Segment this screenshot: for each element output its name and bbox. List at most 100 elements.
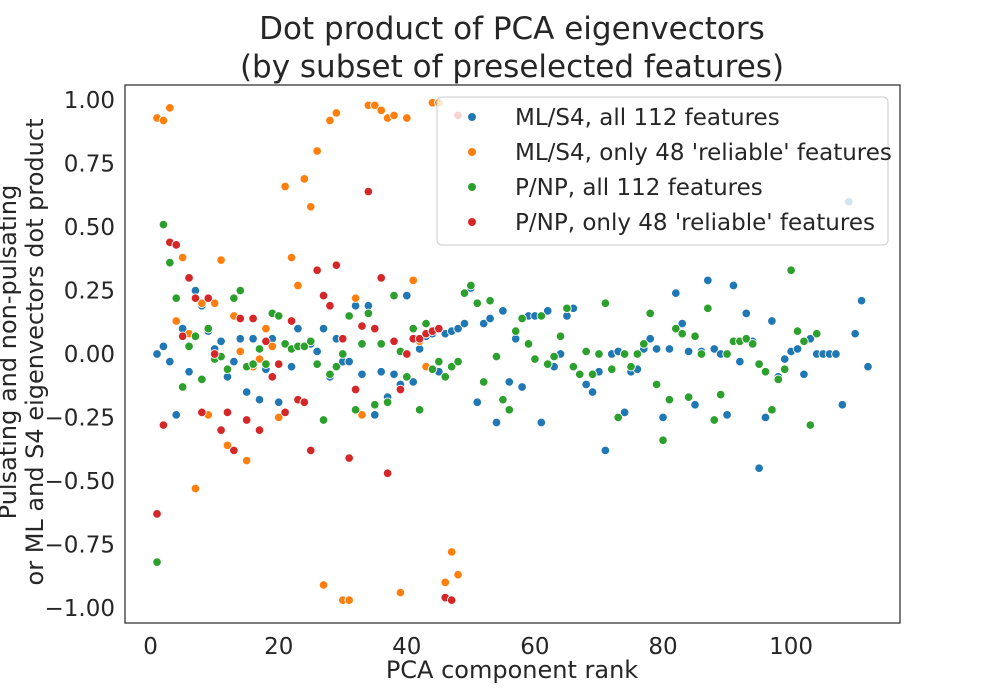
data-point-series-1 [216, 255, 226, 265]
data-point-series-3 [177, 331, 188, 341]
data-point-series-3 [357, 321, 367, 331]
data-point-series-0 [709, 344, 720, 354]
data-point-series-0 [453, 323, 463, 334]
data-point-series-0 [863, 361, 873, 372]
data-point-series-2 [165, 257, 175, 268]
y-axis-ticks: 1.00 0.75 0.50 0.25 0.00 −0.25 −0.50 −0.75 −1.00 [45, 88, 115, 622]
data-point-series-3 [402, 349, 412, 359]
data-point-series-0 [767, 316, 777, 326]
data-point-series-1 [312, 146, 322, 156]
data-point-series-2 [626, 361, 636, 372]
data-point-series-0 [158, 341, 169, 352]
data-point-series-2 [581, 346, 591, 357]
data-point-series-1 [408, 275, 418, 286]
legend-marker-ml-s4-reliable [468, 148, 476, 156]
data-point-series-2 [197, 374, 207, 385]
data-point-series-2 [446, 361, 457, 372]
x-axis-ticks: 0 20 40 60 80 100 [143, 634, 813, 660]
data-point-series-2 [722, 349, 732, 359]
data-point-series-2 [254, 344, 265, 354]
data-point-series-3 [363, 186, 374, 197]
data-point-series-0 [376, 367, 386, 377]
legend-marker-pnp-all [468, 183, 476, 191]
data-point-series-1 [299, 174, 310, 184]
data-point-series-0 [728, 280, 739, 291]
x-tick-label: 80 [648, 634, 677, 660]
data-point-series-1 [222, 440, 233, 451]
data-point-series-0 [792, 344, 803, 354]
data-point-series-0 [402, 290, 412, 301]
y-tick-label: 0.75 [64, 152, 115, 178]
data-point-series-3 [216, 425, 226, 435]
data-point-series-2 [158, 219, 169, 230]
data-point-series-0 [542, 306, 553, 316]
data-point-series-0 [344, 356, 354, 367]
data-point-series-3 [197, 407, 207, 418]
data-point-series-2 [235, 285, 246, 296]
data-point-series-3 [267, 372, 278, 382]
data-point-series-2 [613, 412, 623, 423]
data-point-series-3 [254, 425, 265, 435]
data-point-series-2 [683, 392, 694, 402]
data-point-series-2 [715, 389, 726, 400]
data-point-series-1 [350, 293, 361, 303]
data-point-series-3 [344, 453, 354, 463]
data-point-series-2 [811, 328, 822, 339]
data-point-series-1 [190, 483, 201, 494]
data-point-series-0 [683, 346, 694, 357]
data-point-series-2 [478, 377, 489, 387]
data-point-series-0 [370, 410, 380, 420]
data-point-series-1 [453, 570, 463, 580]
data-point-series-0 [357, 369, 367, 380]
data-point-series-3 [305, 445, 316, 456]
data-point-series-0 [837, 400, 848, 410]
data-point-series-2 [517, 313, 527, 324]
data-point-series-2 [370, 400, 380, 410]
data-point-series-3 [331, 260, 342, 270]
data-point-series-2 [664, 394, 675, 405]
data-point-series-1 [446, 547, 457, 557]
data-point-series-2 [530, 354, 540, 364]
points-layer [152, 98, 873, 605]
x-tick-label: 100 [769, 634, 813, 660]
data-point-series-2 [222, 364, 233, 374]
data-point-series-0 [229, 356, 239, 367]
data-point-series-2 [466, 280, 476, 291]
data-point-series-3 [241, 415, 252, 425]
data-point-series-1 [440, 577, 450, 588]
data-point-series-2 [671, 323, 681, 334]
data-point-series-2 [709, 415, 720, 425]
data-point-series-0 [856, 295, 867, 306]
data-point-series-0 [587, 387, 598, 397]
x-tick-label: 20 [264, 634, 293, 660]
data-point-series-2 [171, 293, 181, 303]
data-point-series-2 [331, 361, 342, 372]
data-point-series-0 [273, 397, 284, 407]
data-point-series-2 [619, 349, 630, 359]
data-point-series-0 [760, 412, 771, 423]
y-tick-label: −0.50 [45, 469, 115, 495]
data-point-series-0 [152, 349, 162, 359]
legend-marker-ml-s4-all [468, 113, 476, 121]
legend-marker-pnp-reliable [468, 218, 476, 226]
data-point-series-3 [273, 359, 284, 369]
y-tick-label: 0.50 [64, 215, 115, 241]
data-point-series-0 [517, 382, 527, 392]
data-point-series-0 [498, 306, 508, 316]
data-point-series-1 [273, 412, 284, 423]
data-point-series-2 [639, 339, 649, 349]
data-point-series-0 [504, 377, 515, 387]
data-point-series-3 [325, 301, 335, 311]
data-point-series-0 [677, 318, 687, 329]
data-point-series-1 [261, 323, 271, 334]
data-point-series-3 [209, 349, 220, 359]
data-point-series-2 [805, 420, 816, 430]
data-point-series-0 [658, 412, 668, 423]
data-point-series-3 [382, 468, 393, 479]
data-point-series-1 [357, 410, 367, 420]
data-point-series-0 [293, 323, 303, 334]
y-tick-label: 1.00 [64, 88, 115, 114]
data-point-series-0 [600, 445, 611, 456]
data-point-series-0 [619, 407, 630, 418]
data-point-series-1 [197, 298, 207, 308]
